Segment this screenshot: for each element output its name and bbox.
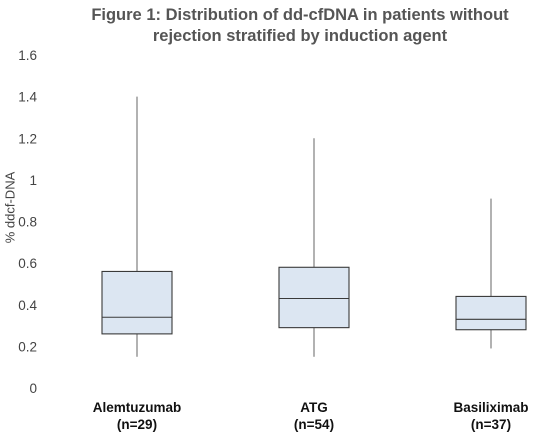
y-tick-label: 0.2 <box>18 339 37 354</box>
x-category-n-label: (n=54) <box>294 417 334 432</box>
chart-title-line2: rejection stratified by induction agent <box>152 27 448 45</box>
x-category-n-label: (n=29) <box>117 417 157 432</box>
y-tick-label: 0.8 <box>18 215 37 230</box>
y-tick-label: 0.4 <box>18 298 37 313</box>
y-tick-label: 0 <box>29 381 37 396</box>
x-category-label: Alemtuzumab <box>93 400 182 415</box>
x-category-label: ATG <box>300 400 328 415</box>
y-tick-label: 1.6 <box>18 48 37 63</box>
x-category-n-label: (n=37) <box>471 417 511 432</box>
y-tick-label: 1.2 <box>18 131 37 146</box>
box-atg <box>278 266 350 329</box>
y-tick-label: 1 <box>29 173 37 188</box>
x-category-label: Basiliximab <box>453 400 528 415</box>
y-tick-label: 0.6 <box>18 256 37 271</box>
box-basiliximab <box>455 295 527 331</box>
box-alemtuzumab <box>101 270 173 335</box>
chart-title-line1: Figure 1: Distribution of dd-cfDNA in pa… <box>91 6 509 24</box>
y-tick-label: 1.4 <box>18 90 37 105</box>
